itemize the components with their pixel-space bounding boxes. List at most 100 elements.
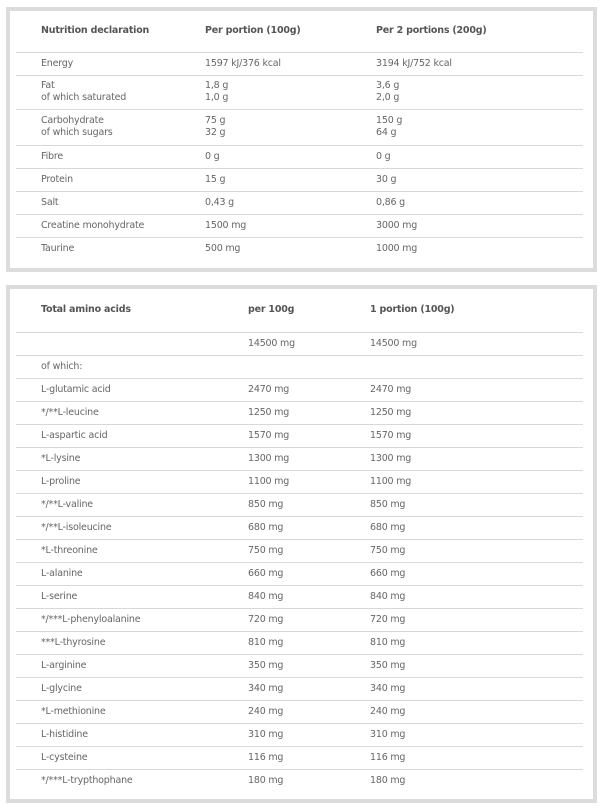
row-value: 1000 mg [376, 236, 583, 260]
cell-line: 150 g [376, 115, 403, 126]
row-value: 850 mg [248, 492, 370, 516]
row-label: of which: [16, 354, 248, 378]
cell-line: 64 g [376, 127, 397, 138]
row-value: 1500 mg [205, 213, 376, 237]
row-label: Salt [16, 190, 205, 214]
table-row: */**L-isoleucine 680 mg 680 mg [16, 515, 583, 539]
row-value: 116 mg [248, 745, 370, 769]
table-row: of which: [16, 354, 583, 378]
table-row: ***L-thyrosine 810 mg 810 mg [16, 630, 583, 654]
cell-line: 3000 mg [376, 219, 418, 231]
table-row: Taurine 500 mg 1000 mg [16, 236, 583, 260]
row-value: 310 mg [370, 722, 583, 746]
table-row: Salt 0,43 g 0,86 g [16, 190, 583, 214]
cell-line: 0,86 g [376, 196, 406, 208]
row-value: 180 mg [248, 768, 370, 792]
row-label: L-glutamic acid [16, 377, 248, 401]
row-value: 500 mg [205, 236, 376, 260]
cell-line: 1000 mg [376, 242, 418, 254]
row-label: */**L-leucine [16, 400, 248, 424]
row-value: 340 mg [248, 676, 370, 700]
row-value: 1,8 g 1,0 g [205, 74, 376, 109]
table-row: L-proline 1100 mg 1100 mg [16, 469, 583, 493]
table-row: Carbohydrate of which sugars 75 g 32 g 150 g… [16, 108, 583, 145]
table-row: L-alanine 660 mg 660 mg [16, 561, 583, 585]
cell-line: 0 g [376, 150, 391, 162]
cell-line: 1500 mg [205, 219, 247, 231]
cell-line: 0 g [205, 150, 220, 162]
table-row: 14500 mg 14500 mg [16, 331, 583, 355]
row-value: 0 g [376, 144, 583, 168]
row-label: Fat of which saturated [16, 74, 205, 109]
row-value: 14500 mg [370, 331, 583, 355]
row-label: */**L-valine [16, 492, 248, 516]
row-value: Per 2 portions (200g) [376, 25, 487, 37]
row-label: Carbohydrate of which sugars [16, 108, 205, 145]
row-label: Energy [16, 51, 205, 75]
row-label: *L-methionine [16, 699, 248, 723]
row-value: 0,86 g [376, 190, 583, 214]
row-value: 350 mg [370, 653, 583, 677]
row-label: *L-lysine [16, 446, 248, 470]
row-label: L-proline [16, 469, 248, 493]
row-value: 850 mg [370, 492, 583, 516]
row-value: 2470 mg [248, 377, 370, 401]
cell-line: Carbohydrate [41, 115, 104, 126]
table-row: Fibre 0 g 0 g [16, 144, 583, 168]
row-value: 680 mg [370, 515, 583, 539]
row-value: 810 mg [370, 630, 583, 654]
table-row: L-glutamic acid 2470 mg 2470 mg [16, 377, 583, 401]
row-label: */***L-phenyloalanine [16, 607, 248, 631]
cell-line: Fibre [41, 150, 63, 162]
row-value: 1250 mg [248, 400, 370, 424]
row-value: 720 mg [248, 607, 370, 631]
row-value: 3194 kJ/752 kcal [376, 51, 583, 75]
row-label: */***L-trypthophane [16, 768, 248, 792]
row-value: 350 mg [248, 653, 370, 677]
cell-line: Fat [41, 80, 55, 91]
cell-line: 15 g [205, 173, 226, 185]
cell-line: 0,43 g [205, 196, 235, 208]
row-value: 240 mg [248, 699, 370, 723]
nutrition-table: Nutrition declaration Per portion (100g) P… [16, 11, 583, 260]
amino-acids-panel: Total amino acids per 100g 1 portion (100g… [6, 285, 597, 803]
row-value: 680 mg [248, 515, 370, 539]
row-label: Creatine monohydrate [16, 213, 205, 237]
row-value: 1570 mg [248, 423, 370, 447]
cell-line: 30 g [376, 173, 397, 185]
row-value: 150 g 64 g [376, 108, 583, 145]
table-row: */***L-phenyloalanine 720 mg 720 mg [16, 607, 583, 631]
row-value: 1250 mg [370, 400, 583, 424]
table-header: Nutrition declaration Per portion (100g) P… [16, 11, 583, 52]
cell-line: Energy [41, 57, 74, 69]
cell-line: 3194 kJ/752 kcal [376, 57, 452, 69]
row-label: */**L-isoleucine [16, 515, 248, 539]
cell-line: Taurine [41, 242, 75, 254]
row-value [370, 354, 583, 378]
row-value: 1100 mg [248, 469, 370, 493]
row-label: L-cysteine [16, 745, 248, 769]
table-row: *L-threonine 750 mg 750 mg [16, 538, 583, 562]
table-row: L-histidine 310 mg 310 mg [16, 722, 583, 746]
cell-line: 1,8 g [205, 80, 229, 91]
table-row: Fat of which saturated 1,8 g 1,0 g 3,6 g 2,0 … [16, 74, 583, 109]
row-label: Nutrition declaration [41, 25, 150, 37]
row-value: 750 mg [248, 538, 370, 562]
row-value: 750 mg [370, 538, 583, 562]
row-value: 0 g [205, 144, 376, 168]
cell-line: 2,0 g [376, 92, 400, 103]
cell-line: of which saturated [41, 92, 127, 103]
row-value: 1 portion (100g) [370, 304, 455, 316]
cell-line: 1597 kJ/376 kcal [205, 57, 281, 69]
row-value: 840 mg [248, 584, 370, 608]
row-value: 720 mg [370, 607, 583, 631]
row-label: L-glycine [16, 676, 248, 700]
row-label: L-alanine [16, 561, 248, 585]
row-label: Protein [16, 167, 205, 191]
table-header: Total amino acids per 100g 1 portion (100g… [16, 289, 583, 332]
row-value: 660 mg [370, 561, 583, 585]
row-label: L-arginine [16, 653, 248, 677]
cell-line: Protein [41, 173, 73, 185]
row-value: 340 mg [370, 676, 583, 700]
table-row: L-serine 840 mg 840 mg [16, 584, 583, 608]
